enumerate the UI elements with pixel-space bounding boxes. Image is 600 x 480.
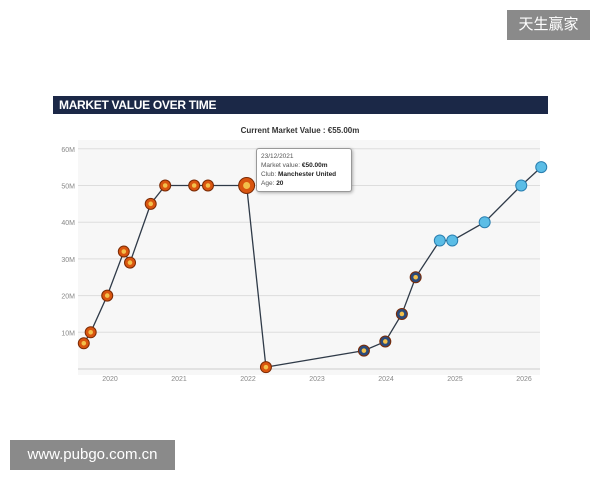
data-point-club3 [446,234,459,247]
club-crest-inner [81,341,87,346]
data-point-club3 [433,234,446,247]
watermark-bottom: www.pubgo.com.cn [10,440,175,470]
y-tick-label: 60M [61,147,75,154]
y-tick-label: 10M [61,330,75,337]
x-tick-label: 2026 [516,376,532,383]
tooltip-mv: €50.00m [301,162,328,169]
tooltip: 23/12/2021 Market value: €50.00m Club: M… [256,148,352,192]
club-crest-inner [127,260,133,265]
club-crest-inner [104,293,110,298]
data-point-club3 [478,216,491,229]
club-crest-inner [243,182,251,189]
club-crest-inner [361,348,367,353]
y-tick-label: 30M [61,257,75,264]
club-crest-inner [413,274,418,280]
club-crest-inner [399,311,405,317]
chart-title: Current Market Value : €55.00m [241,126,360,135]
data-point-club3 [535,161,548,174]
club-crest-inner [162,183,168,188]
tooltip-mv-label: Market value: [261,162,301,169]
y-tick-label: 50M [61,184,75,191]
club-crest-inner [383,339,388,344]
club-crest-inner [191,183,197,188]
tooltip-date: 23/12/2021 [261,153,294,160]
club-crest-inner [121,249,127,254]
x-tick-label: 2024 [378,376,394,383]
x-tick-label: 2025 [447,376,463,383]
watermark-top: 天生赢家 [507,10,590,40]
x-tick-label: 2023 [309,376,325,383]
club-crest-inner [148,201,154,207]
panel-title: MARKET VALUE OVER TIME [53,96,548,114]
x-tick-label: 2022 [240,376,256,383]
data-point-club3 [515,179,528,192]
tooltip-age: 20 [276,180,284,187]
tooltip-age-label: Age: [261,180,275,187]
x-tick-label: 2020 [102,376,118,383]
club-crest-inner [205,183,211,188]
club-crest-inner [263,364,269,370]
y-tick-label: 40M [61,220,75,227]
tooltip-club: Manchester United [278,171,337,178]
club-crest-inner [88,330,93,335]
y-tick-label: 20M [61,294,75,301]
x-tick-label: 2021 [171,376,187,383]
tooltip-club-label: Club: [261,171,277,178]
